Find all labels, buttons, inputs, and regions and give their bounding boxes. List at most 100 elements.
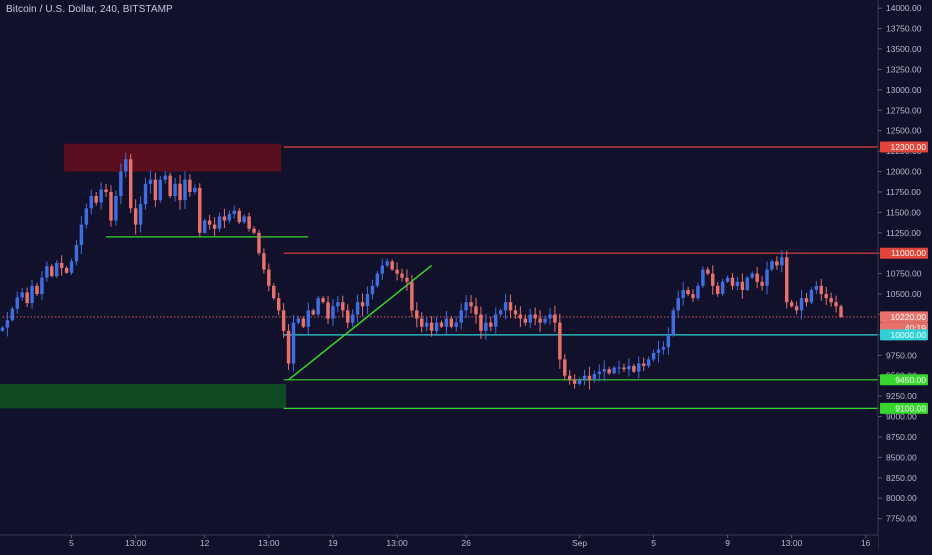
price-tick-label: 13750.00: [886, 24, 922, 34]
candle: [558, 313, 562, 369]
candle: [232, 205, 237, 219]
candle-body: [725, 277, 730, 282]
zones-layer: [0, 143, 287, 409]
time-tick-label: 13:00: [125, 538, 147, 548]
price-label-box: [880, 329, 928, 341]
candle: [582, 369, 587, 386]
time-tick-label: 5: [69, 538, 74, 548]
candle: [84, 203, 89, 229]
candle-body: [365, 294, 370, 307]
candle: [834, 295, 838, 313]
candle-body: [133, 208, 138, 225]
candle-body: [592, 374, 597, 380]
candle: [247, 212, 251, 232]
candle-body: [780, 257, 784, 266]
candle: [459, 303, 463, 330]
candle: [612, 365, 616, 375]
candle: [424, 317, 429, 332]
candle-body: [188, 179, 192, 192]
price-tick-label: 11500.00: [886, 207, 921, 217]
candle-body: [148, 179, 153, 184]
candle-body: [232, 210, 237, 214]
candle: [518, 306, 523, 328]
candle: [577, 377, 582, 386]
candle: [508, 294, 513, 319]
candle-body: [493, 314, 498, 327]
candle-body: [207, 220, 212, 225]
candle: [671, 307, 676, 337]
price-tick-label: 7750.00: [886, 514, 917, 524]
candle-body: [178, 183, 182, 201]
candle-body: [375, 273, 380, 286]
price-label-10220.00: 10220.00: [880, 311, 928, 323]
candle: [563, 354, 567, 381]
candle: [543, 315, 547, 325]
candle-body: [439, 322, 444, 327]
candle-body: [163, 175, 167, 180]
candle-body: [484, 322, 488, 331]
candle: [750, 271, 754, 280]
price-tick-label: 8000.00: [886, 493, 917, 503]
candle-body: [804, 298, 809, 303]
candle-body: [646, 359, 651, 366]
candle: [666, 327, 671, 355]
candle-body: [89, 196, 93, 209]
candle-body: [79, 224, 84, 246]
candle-body: [54, 263, 59, 277]
candle-body: [193, 187, 197, 192]
candle: [375, 270, 380, 288]
candle: [45, 261, 49, 282]
candle: [701, 266, 705, 289]
candle: [765, 261, 769, 295]
candle: [257, 229, 261, 256]
candle: [301, 316, 306, 329]
candle-body: [489, 322, 493, 327]
price-axis[interactable]: 14000.00 13750.00 13500.00 13250.00 13000.00…: [877, 0, 932, 550]
candle-body: [415, 310, 419, 319]
candle-body: [469, 302, 473, 307]
candle-body: [286, 330, 291, 364]
candle: [439, 320, 444, 329]
candle: [365, 286, 370, 314]
candle-body: [528, 314, 532, 323]
candle: [464, 294, 468, 318]
candle-body: [222, 216, 227, 221]
price-label-9450.00: 9450.00: [880, 374, 928, 386]
time-tick-label: 13:00: [386, 538, 408, 548]
candle: [804, 292, 809, 307]
candle-body: [272, 285, 276, 299]
candle: [641, 357, 646, 372]
candle: [706, 266, 710, 276]
price-label-box: [880, 374, 928, 386]
candle-body: [582, 375, 587, 380]
candle-body: [444, 318, 449, 327]
candle: [528, 308, 532, 328]
time-tick-label: 13:00: [781, 538, 803, 548]
candle-body: [138, 204, 143, 225]
candle: [267, 263, 271, 292]
candle: [503, 293, 508, 320]
candle-body: [296, 318, 301, 323]
price-tick-label: 11250.00: [886, 228, 921, 238]
candle: [415, 302, 419, 328]
candle-body: [281, 310, 286, 331]
candle-body: [109, 191, 113, 221]
candle: [656, 340, 661, 363]
price-tick-label: 13000.00: [886, 85, 922, 95]
candle: [627, 358, 631, 377]
candle: [538, 309, 542, 332]
candle: [109, 185, 113, 227]
candle: [484, 314, 488, 340]
candle-body: [553, 314, 557, 323]
time-tick-label: 12: [200, 538, 210, 548]
time-axis[interactable]: 5 13:00 12 13:00 19 13:00 26 Sep 5 9 13:00 16: [0, 534, 878, 550]
candle-body: [45, 266, 49, 278]
candle: [489, 317, 493, 332]
candle: [444, 310, 449, 335]
candle-body: [74, 245, 79, 262]
candle: [548, 308, 552, 325]
candle: [711, 265, 715, 295]
